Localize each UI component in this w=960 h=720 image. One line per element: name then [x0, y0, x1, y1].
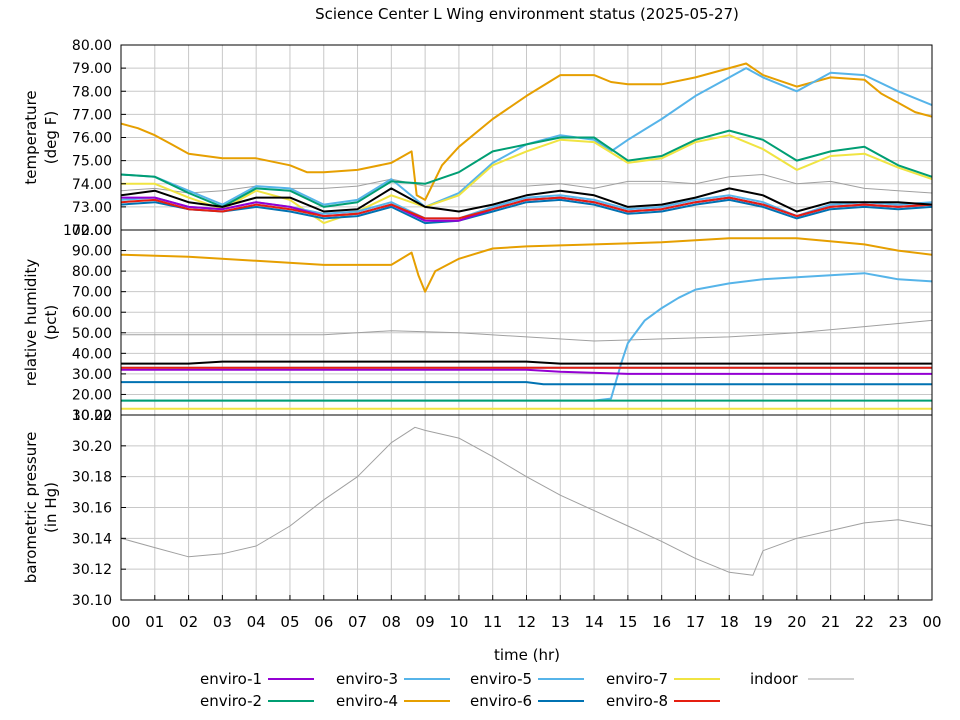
- panel-temperature: 72.00 73.00 74.00 75.00 76.00 77.00 78.00 79.00…: [22, 38, 933, 239]
- y-axis-label-pressure: barometric pressure (in Hg): [22, 432, 60, 584]
- y-tick-label: 76.00: [72, 131, 112, 147]
- grid-pressure: [120, 414, 933, 601]
- x-tick-label: 01: [145, 613, 164, 631]
- y-tick-label: 80.00: [72, 264, 112, 280]
- y-axis-label-temperature: temperature (deg F): [22, 90, 60, 184]
- series-pressure: [121, 426, 932, 576]
- y-tick-label: 73.00: [72, 200, 112, 216]
- y-axis-label-humidity: relative humidity (pct): [22, 259, 60, 387]
- series-line-temperature-enviro-7: [121, 134, 932, 225]
- x-tick-label: 06: [314, 613, 333, 631]
- x-tick-label: 07: [348, 613, 367, 631]
- y-tick-label: 30.18: [72, 470, 112, 486]
- legend-label-enviro-5: enviro-5: [470, 670, 532, 688]
- y-tick-label: 74.00: [72, 177, 112, 193]
- x-tick-label: 17: [686, 613, 705, 631]
- y-tick-label: 10.00: [72, 408, 112, 424]
- y-tick-label: 30.14: [72, 531, 112, 547]
- series-temperature: [121, 62, 932, 225]
- x-axis: 00 01 02 03 04 05 06 07 08 09 10 11 12 13 14 15 16 17 18 19…: [111, 595, 942, 631]
- grid-humidity: [120, 229, 933, 416]
- chart-panels: 72.00 73.00 74.00 75.00 76.00 77.00 78.00 79.00…: [22, 38, 933, 609]
- series-line-humidity-indoor: [121, 319, 932, 342]
- series-humidity: [121, 237, 932, 410]
- legend-label-enviro-6: enviro-6: [470, 692, 532, 710]
- x-tick-label: 18: [720, 613, 739, 631]
- series-line-humidity-enviro-4: [121, 237, 932, 293]
- legend-label-enviro-4: enviro-4: [336, 692, 398, 710]
- x-tick-label: 03: [213, 613, 232, 631]
- legend-label-indoor: indoor: [750, 670, 799, 688]
- y-tick-label: 30.12: [72, 562, 112, 578]
- series-line-temperature-enviro-6: [121, 198, 932, 225]
- x-tick-label: 04: [247, 613, 266, 631]
- x-tick-label: 20: [787, 613, 806, 631]
- y-axis-label-line: temperature: [22, 90, 40, 184]
- y-tick-label: 80.00: [72, 38, 112, 54]
- x-tick-label: 14: [585, 613, 604, 631]
- x-tick-label: 09: [416, 613, 435, 631]
- y-tick-label: 40.00: [72, 346, 112, 362]
- y-tick-label: 30.10: [72, 593, 112, 609]
- legend-label-enviro-1: enviro-1: [200, 670, 262, 688]
- series-line-humidity-enviro-6: [121, 381, 932, 386]
- y-tick-label: 70.00: [72, 285, 112, 301]
- legend-label-enviro-7: enviro-7: [606, 670, 668, 688]
- series-line-temperature-enviro-8b: [121, 187, 932, 213]
- series-line-temperature-enviro-2: [121, 129, 932, 208]
- x-tick-label: 08: [382, 613, 401, 631]
- y-axis-label-line: relative humidity: [22, 259, 40, 387]
- legend: enviro-1 enviro-2 enviro-3 enviro-4 enviro-5…: [200, 670, 854, 710]
- x-axis-label: time (hr): [494, 646, 560, 664]
- legend-label-enviro-2: enviro-2: [200, 692, 262, 710]
- series-line-humidity-enviro-8b: [121, 360, 932, 365]
- y-tick-label: 79.00: [72, 61, 112, 77]
- y-tick-label: 30.20: [72, 439, 112, 455]
- x-tick-label: 11: [483, 613, 502, 631]
- x-tick-label: 22: [855, 613, 874, 631]
- series-line-temperature-enviro-8: [121, 196, 932, 220]
- y-axis-label-line: (in Hg): [42, 482, 60, 533]
- legend-label-enviro-8: enviro-8: [606, 692, 668, 710]
- x-tick-label: 05: [280, 613, 299, 631]
- x-tick-label: 15: [618, 613, 637, 631]
- y-tick-label: 90.00: [72, 244, 112, 260]
- y-tick-label: 72.00: [72, 223, 112, 239]
- y-axis-label-line: barometric pressure: [22, 432, 40, 584]
- y-tick-label: 60.00: [72, 305, 112, 321]
- y-tick-label: 100.00: [63, 223, 112, 239]
- x-tick-label: 10: [449, 613, 468, 631]
- chart-title: Science Center L Wing environment status…: [315, 5, 739, 23]
- x-tick-label: 00: [922, 613, 941, 631]
- y-axis-label-line: (deg F): [42, 111, 60, 164]
- y-tick-label: 78.00: [72, 84, 112, 100]
- y-tick-label: 20.00: [72, 387, 112, 403]
- y-tick-label: 30.00: [72, 367, 112, 383]
- series-line-temperature-enviro-5: [121, 67, 932, 208]
- x-tick-label: 16: [652, 613, 671, 631]
- x-tick-label: 19: [753, 613, 772, 631]
- y-tick-label: 77.00: [72, 107, 112, 123]
- series-line-humidity-enviro-1: [121, 368, 932, 375]
- y-tick-label: 30.22: [72, 408, 112, 424]
- panel-humidity: 10.00 20.00 30.00 40.00 50.00 60.00 70.00 80.00…: [22, 223, 933, 424]
- y-axis-label-line: (pct): [42, 305, 60, 340]
- x-tick-label: 00: [111, 613, 130, 631]
- panel-pressure: 30.10 30.12 30.14 30.16 30.18 30.20 30.22 barom…: [22, 408, 933, 609]
- series-line-temperature-enviro-4: [121, 62, 932, 201]
- legend-label-enviro-3: enviro-3: [336, 670, 398, 688]
- y-tick-label: 30.16: [72, 501, 112, 517]
- x-tick-label: 21: [821, 613, 840, 631]
- y-tick-label: 75.00: [72, 154, 112, 170]
- x-tick-label: 02: [179, 613, 198, 631]
- y-tick-label: 50.00: [72, 326, 112, 342]
- series-line-pressure-indoor: [121, 426, 932, 576]
- x-tick-label: 12: [517, 613, 536, 631]
- x-tick-label: 13: [551, 613, 570, 631]
- x-tick-label: 23: [889, 613, 908, 631]
